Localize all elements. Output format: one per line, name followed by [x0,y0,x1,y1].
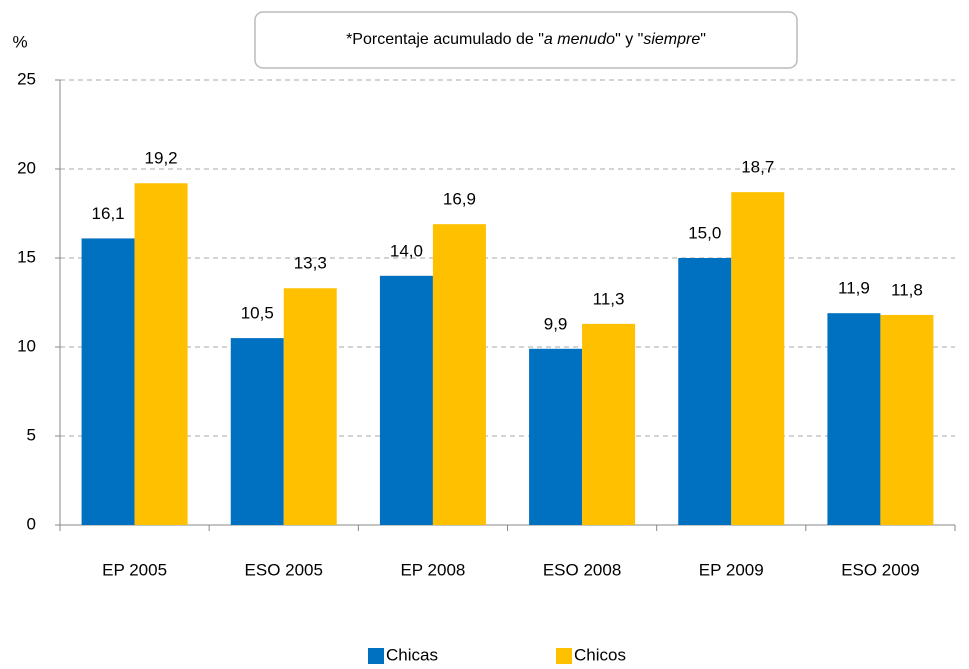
value-label: 19,2 [145,149,178,168]
y-tick-label: 0 [27,514,36,533]
x-tick-label: ESO 2009 [841,560,919,579]
legend-swatch [556,648,572,664]
bar [582,323,636,525]
y-tick-label: 20 [17,158,36,177]
y-tick-label: 15 [17,247,36,266]
value-label: 18,7 [741,158,774,177]
value-label: 11,3 [593,289,625,308]
annotation-part: *Porcentaje acumulado de " [346,31,544,48]
bar [134,183,188,526]
y-tick-label: 10 [17,336,36,355]
bar [432,224,486,525]
x-tick-label: ESO 2008 [543,560,621,579]
value-label: 10,5 [241,304,274,323]
bar [678,258,732,525]
y-tick-label: 5 [27,425,36,444]
legend-label: Chicas [386,645,438,664]
annotation-part: a menudo [544,31,615,48]
value-label: 16,1 [92,204,125,223]
value-label: 15,0 [688,223,721,242]
bar [379,275,433,525]
x-tick-label: EP 2008 [400,560,465,579]
annotation-box [254,11,798,69]
legend-swatch [368,648,384,664]
bar [230,338,284,525]
legend-label: Chicos [574,645,626,664]
annotation-part: " y " [615,31,643,48]
value-label: 11,8 [891,280,923,299]
bar [529,348,583,525]
value-label: 9,9 [544,314,568,333]
value-label: 11,9 [838,279,870,298]
bar [81,238,135,526]
x-tick-label: EP 2005 [102,560,167,579]
x-tick-label: EP 2009 [699,560,764,579]
annotation: *Porcentaje acumulado de "a menudo" y "s… [346,31,706,48]
value-label: 13,3 [294,254,327,273]
value-label: 16,9 [443,190,476,209]
value-label: 14,0 [390,241,423,260]
y-tick-label: 25 [17,69,36,88]
bar [731,192,785,525]
bar [283,288,337,525]
y-axis-label: % [12,32,27,51]
bar [827,313,881,525]
annotation-part: siempre [643,31,700,48]
bar [880,314,934,525]
x-tick-label: ESO 2005 [245,560,323,579]
annotation-part: " [700,31,706,48]
